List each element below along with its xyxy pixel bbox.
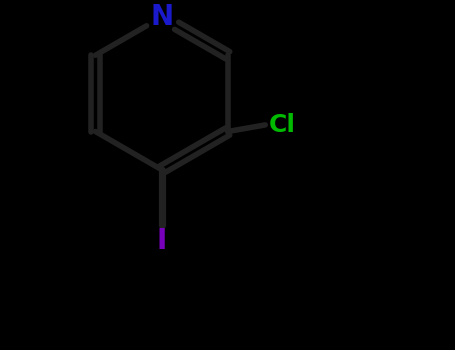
- Text: I: I: [157, 227, 167, 255]
- Text: N: N: [150, 3, 173, 31]
- Text: Cl: Cl: [269, 113, 296, 137]
